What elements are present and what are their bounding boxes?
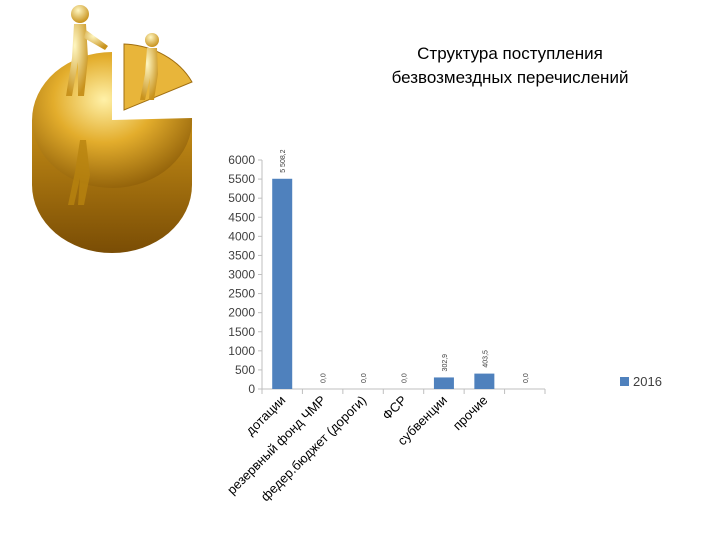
y-tick-label: 1500 xyxy=(228,325,255,339)
y-axis: 0 500 1000 1500 2000 2500 3000 3500 4000 4500 5000… xyxy=(228,153,546,396)
data-label: 5 508,2 xyxy=(280,149,287,172)
bar-series: 5 508,2 0,0 0,0 0,0 302,9 403,5 0,0 xyxy=(272,149,530,389)
y-tick-label: 3500 xyxy=(228,248,255,262)
y-tick-label: 5000 xyxy=(228,191,255,205)
x-tick-label: ФСР xyxy=(379,393,409,423)
y-tick-label: 500 xyxy=(235,363,255,377)
title-line-1: Структура поступления xyxy=(417,44,603,63)
bar xyxy=(474,373,495,389)
data-label: 0,0 xyxy=(523,373,530,383)
legend-swatch xyxy=(620,377,629,386)
gold-pie-figures-icon xyxy=(32,5,193,253)
y-tick-label: 4500 xyxy=(228,210,255,224)
data-label: 302,9 xyxy=(442,354,449,372)
data-label: 0,0 xyxy=(361,373,368,383)
y-tick-label: 4000 xyxy=(228,229,255,243)
data-label: 0,0 xyxy=(402,373,409,383)
y-tick-label: 5500 xyxy=(228,172,255,186)
y-tick-label: 2000 xyxy=(228,306,255,320)
y-tick-label: 0 xyxy=(248,382,255,396)
title-line-2: безвозмездных перечислений xyxy=(391,68,629,87)
data-label: 0,0 xyxy=(321,373,328,383)
legend-label: 2016 xyxy=(633,374,662,389)
y-tick-label: 1000 xyxy=(228,344,255,358)
bar xyxy=(272,178,293,389)
y-tick-label: 3000 xyxy=(228,268,255,282)
y-tick-label: 6000 xyxy=(228,153,255,167)
x-tick-label: прочие xyxy=(450,393,491,434)
bar xyxy=(433,377,454,389)
data-label: 403,5 xyxy=(482,350,489,368)
legend: 2016 xyxy=(620,374,662,389)
y-tick-label: 2500 xyxy=(228,287,255,301)
slide-title: Структура поступления безвозмездных пере… xyxy=(340,42,680,90)
